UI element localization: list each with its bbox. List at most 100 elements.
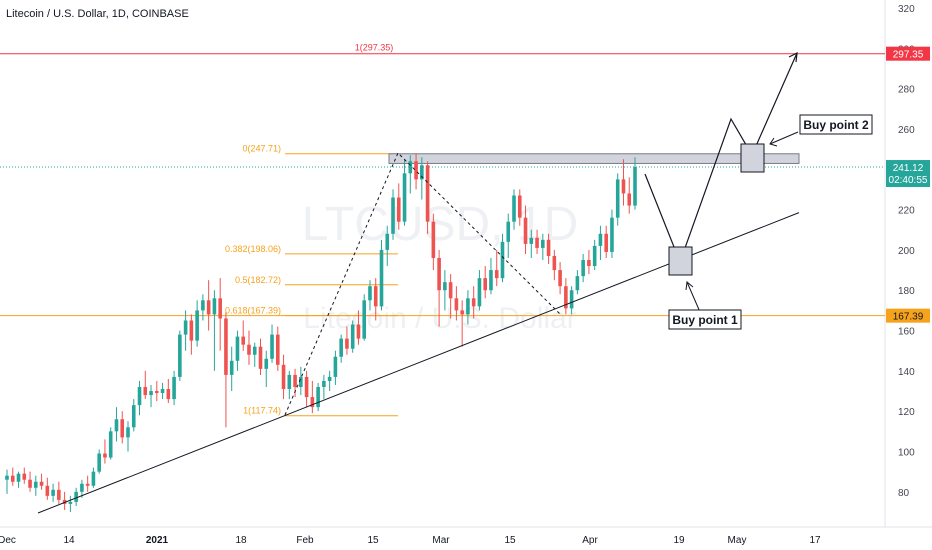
y-tick-label: 220 xyxy=(898,206,915,217)
candle-body xyxy=(368,286,372,301)
x-tick-label: 14 xyxy=(63,535,75,546)
candle-body xyxy=(333,356,338,377)
projection-path xyxy=(644,52,798,264)
candle-body xyxy=(22,473,27,480)
candle-body xyxy=(356,324,361,339)
support-price-label: 167.39 xyxy=(893,312,924,323)
candle-body xyxy=(564,286,568,309)
candle-body xyxy=(621,179,626,194)
x-tick-label: 15 xyxy=(504,535,516,546)
x-tick-label: 2021 xyxy=(146,535,169,546)
fib-label: 1(297.35) xyxy=(355,43,394,53)
y-tick-label: 120 xyxy=(898,407,915,418)
candle-body xyxy=(633,167,637,206)
candle-body xyxy=(420,165,424,180)
candle-body xyxy=(391,197,395,234)
candle-body xyxy=(51,489,55,496)
candle-body xyxy=(80,483,84,492)
candle-body xyxy=(396,197,401,222)
y-tick-label: 140 xyxy=(898,367,915,378)
projection-arrowhead xyxy=(788,51,798,63)
candle-body xyxy=(172,376,176,400)
buy-point-1-box xyxy=(668,246,693,276)
candle-body xyxy=(206,300,211,315)
candle-body xyxy=(166,389,171,400)
y-tick-label: 180 xyxy=(898,286,915,297)
candle-body xyxy=(558,270,562,287)
fib-label: 0.618(167.39) xyxy=(225,306,281,316)
fib-label: 0.5(182.72) xyxy=(235,275,281,285)
candle-body xyxy=(108,431,113,458)
last-price-tag xyxy=(886,160,930,188)
candle-body xyxy=(149,391,153,396)
candle-body xyxy=(160,389,165,394)
candle-body xyxy=(218,298,222,319)
candle-body xyxy=(120,419,125,438)
candle-body xyxy=(587,260,591,267)
watermark-name: Litecoin / U.S. Dollar xyxy=(303,302,576,335)
candle-body xyxy=(477,278,482,307)
candle-body xyxy=(131,405,136,428)
candle-body xyxy=(598,233,603,246)
candle-body xyxy=(529,237,534,244)
fib-label: 0.382(198.06) xyxy=(225,244,281,254)
x-tick-label: 19 xyxy=(673,535,685,546)
support-price-tag xyxy=(886,308,930,323)
candle-body xyxy=(506,221,511,242)
candle-body xyxy=(448,282,453,299)
candle-body xyxy=(471,298,476,307)
x-tick-label: Dec xyxy=(0,535,16,546)
candle-body xyxy=(68,501,73,504)
candle-body xyxy=(362,300,367,339)
x-tick-label: 15 xyxy=(367,535,379,546)
candle-body xyxy=(552,255,557,271)
candle-body xyxy=(402,173,407,222)
candle-body xyxy=(350,324,355,349)
fib-label: 0(247.71) xyxy=(242,144,281,154)
candle-body xyxy=(414,161,418,180)
buy-point-1-label: Buy point 1 xyxy=(672,313,738,327)
candle-body xyxy=(229,360,234,375)
candle-body xyxy=(310,397,315,408)
x-tick-label: 17 xyxy=(809,535,821,546)
candle-body xyxy=(546,239,551,256)
candle-body xyxy=(373,286,378,307)
candle-body xyxy=(178,334,182,377)
candle-body xyxy=(431,221,436,258)
y-tick-label: 280 xyxy=(898,85,915,96)
y-tick-label: 100 xyxy=(898,447,915,458)
candle-body xyxy=(62,499,67,504)
candle-body xyxy=(5,475,9,480)
candle-body xyxy=(339,338,343,357)
candle-body xyxy=(183,320,188,335)
candle-body xyxy=(16,473,21,482)
candle-body xyxy=(235,336,240,361)
candle-body xyxy=(604,233,608,252)
candle-body xyxy=(379,249,384,307)
candle-body xyxy=(425,165,430,222)
fib-label: 1(117.74) xyxy=(243,406,281,416)
y-tick-label: 200 xyxy=(898,246,915,257)
x-tick-label: May xyxy=(728,535,747,546)
candle-body xyxy=(91,471,96,486)
candle-body xyxy=(615,179,620,218)
candle-body xyxy=(57,489,61,500)
candle-body xyxy=(264,358,269,369)
buy-point-1-arrow xyxy=(686,281,701,313)
buy-point-2-arrow xyxy=(769,131,799,145)
candle-body xyxy=(316,386,320,408)
candle-body xyxy=(74,491,78,502)
candle-body xyxy=(627,193,632,206)
candle-body xyxy=(137,386,142,406)
buy-point-1-arrowhead xyxy=(685,281,694,291)
candle-body xyxy=(34,481,38,488)
y-tick-label: 160 xyxy=(898,327,915,338)
candle-body xyxy=(575,276,580,291)
buy-point-2-arrowhead xyxy=(769,137,778,147)
candle-body xyxy=(299,376,303,387)
candle-body xyxy=(258,346,263,369)
candle-body xyxy=(201,300,205,311)
candle-body xyxy=(517,195,522,218)
